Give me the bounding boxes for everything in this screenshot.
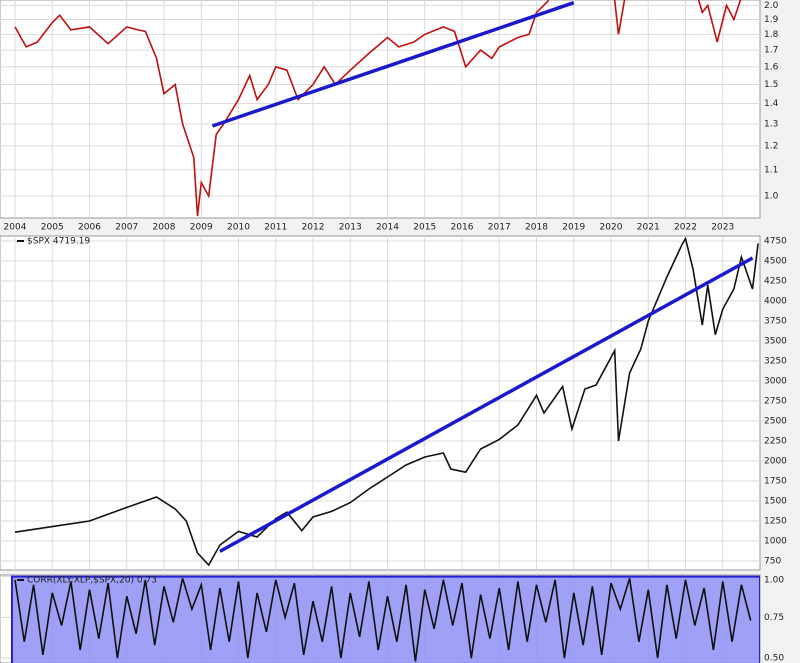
trendline	[211, 1, 575, 128]
x-tick-label: 2010	[227, 223, 250, 233]
y-tick-label: 0.75	[764, 613, 784, 623]
y-tick-label: 1.00	[764, 576, 784, 586]
legend-label: CORR(XLY:XLP,$SPX,20) 0.73	[27, 576, 157, 586]
x-tick-label: 2007	[115, 223, 138, 233]
y-tick-label: 3250	[764, 356, 787, 366]
y-tick-label: 1.3	[764, 119, 778, 129]
x-tick-label: 2013	[339, 223, 362, 233]
y-tick-label: 3000	[764, 376, 787, 386]
x-tick-label: 2023	[711, 223, 734, 233]
y-tick-label: 1.6	[764, 62, 779, 72]
x-tick-label: 2022	[674, 223, 697, 233]
y-tick-label: 1.1	[764, 165, 778, 175]
x-tick-label: 2012	[302, 223, 325, 233]
x-tick-label: 2015	[413, 223, 436, 233]
plot-area	[0, 235, 761, 571]
y-tick-label: 1.0	[764, 191, 779, 201]
y-tick-label: 1500	[764, 496, 787, 506]
plot-area	[0, 0, 761, 219]
x-tick-label: 2008	[153, 223, 176, 233]
x-tick-label: 2004	[4, 223, 27, 233]
y-tick-label: 0.50	[764, 654, 784, 663]
y-tick-label: 1.5	[764, 80, 778, 90]
y-tick-label: 1.2	[764, 141, 778, 151]
y-tick-label: 1.7	[764, 46, 778, 56]
y-tick-label: 1750	[764, 476, 787, 486]
y-tick-label: 4500	[764, 256, 787, 266]
y-tick-label: 3500	[764, 336, 787, 346]
x-tick-label: 2014	[376, 223, 399, 233]
y-tick-label: 2.0	[764, 1, 779, 11]
y-tick-label: 1.4	[764, 99, 779, 109]
x-tick-label: 2017	[488, 223, 511, 233]
y-tick-label: 750	[764, 556, 781, 566]
panel: $SPX 4719.19	[0, 236, 760, 570]
y-tick-label: 1.8	[764, 30, 779, 40]
series-line	[14, 578, 752, 662]
x-tick-label: 2006	[78, 223, 101, 233]
trendline	[219, 256, 754, 553]
y-tick-label: 4750	[764, 237, 787, 247]
x-tick-label: 2021	[637, 223, 660, 233]
y-tick-label: 2750	[764, 396, 787, 406]
y-tick-label: 1000	[764, 536, 787, 546]
y-tick-label: 4000	[764, 296, 787, 306]
panel	[0, 0, 760, 218]
y-tick-label: 1250	[764, 516, 787, 526]
y-tick-label: 2250	[764, 436, 787, 446]
x-tick-label: 2016	[451, 223, 474, 233]
x-tick-label: 2018	[525, 223, 548, 233]
series-line	[14, 236, 759, 567]
x-tick-label: 2020	[600, 223, 623, 233]
legend-label: $SPX 4719.19	[27, 237, 90, 247]
y-tick-label: 2500	[764, 416, 787, 426]
y-tick-label: 4250	[764, 276, 787, 286]
y-tick-label: 1.9	[764, 15, 779, 25]
panel: CORR(XLY:XLP,$SPX,20) 0.73	[0, 575, 760, 663]
x-tick-label: 2005	[41, 223, 64, 233]
x-tick-label: 2011	[264, 223, 287, 233]
x-tick-label: 2009	[190, 223, 213, 233]
y-tick-label: 2000	[764, 456, 787, 466]
x-tick-label: 2019	[562, 223, 585, 233]
y-tick-label: 3750	[764, 316, 787, 326]
